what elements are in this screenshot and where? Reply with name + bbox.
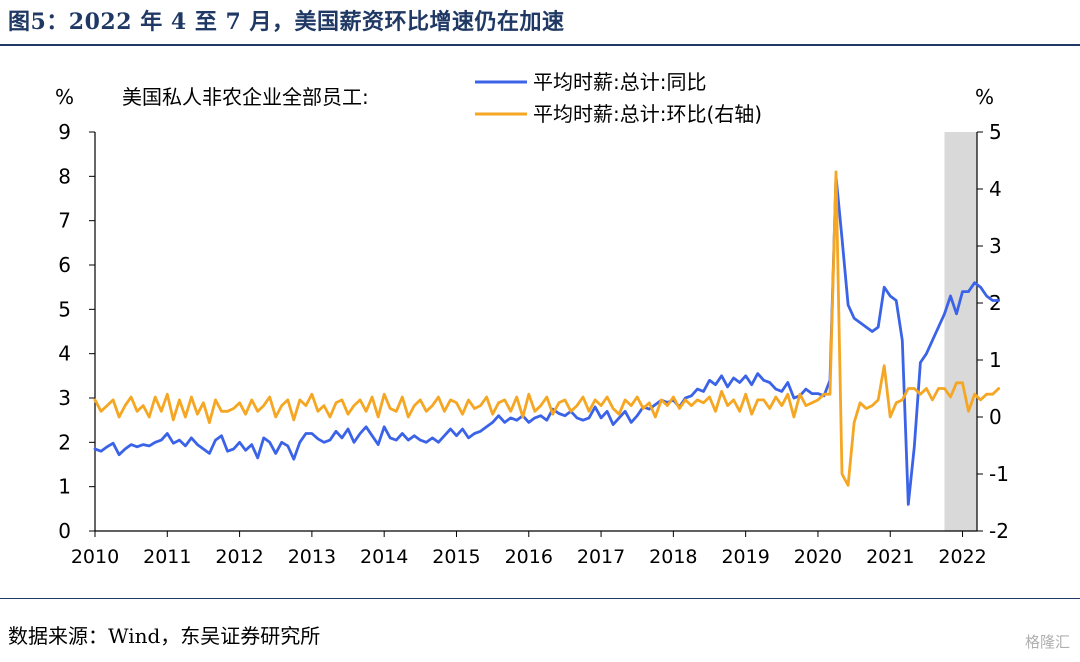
x-tick-label: 2011 [143,546,191,568]
x-tick-label: 2012 [215,546,263,568]
legend-label-2: 平均时薪:总计:环比(右轴) [533,102,762,126]
x-tick-label: 2021 [866,546,914,568]
left-axis-unit: % [55,85,74,109]
line-chart: 0 1 2 3 4 5 6 7 8 9 -2 -1 0 1 2 3 4 5 2010 2011 2012 2013 2014… [55,70,1009,568]
right-tick-label: -1 [989,462,1009,486]
highlight-band [944,132,977,531]
right-tick-label: 3 [989,234,1002,258]
left-tick-label: 9 [58,120,71,144]
figure-title: 图5：2022 年 4 至 7 月，美国薪资环比增速仍在加速 [8,9,565,35]
data-source-note: 数据来源：Wind，东吴证券研究所 [8,624,321,648]
series-line-1 [93,174,1001,506]
left-tick-label: 7 [58,209,71,233]
watermark-logo: 格隆汇 [1024,633,1070,651]
left-tick-label: 5 [58,297,71,321]
right-tick-label: -2 [989,519,1009,543]
right-tick-label: 0 [989,405,1002,429]
x-tick-label: 2020 [794,546,842,568]
right-tick-label: 4 [989,177,1002,201]
left-tick-label: 3 [58,386,71,410]
chart-subtitle: 美国私人非农企业全部员工: [122,85,369,109]
x-tick-label: 2016 [505,546,553,568]
x-tick-label: 2019 [721,546,769,568]
right-axis-unit: % [975,85,994,109]
right-tick-label: 2 [989,291,1002,315]
series-line-2 [93,170,1001,487]
right-tick-label: 5 [989,120,1002,144]
x-tick-label: 2017 [577,546,625,568]
x-tick-label: 2014 [360,546,408,568]
right-tick-label: 1 [989,348,1002,372]
x-tick-label: 2013 [288,546,336,568]
x-tick-label: 2010 [71,546,119,568]
left-tick-label: 6 [58,253,71,277]
legend-label-1: 平均时薪:总计:同比 [533,70,706,94]
left-tick-label: 1 [58,475,71,499]
x-tick-label: 2015 [432,546,480,568]
left-tick-label: 0 [58,519,71,543]
left-tick-label: 2 [58,430,71,454]
left-tick-label: 8 [58,164,71,188]
footer-divider [0,598,1080,599]
left-tick-label: 4 [58,342,71,366]
title-divider [0,44,1080,46]
x-tick-label: 2022 [938,546,986,568]
x-tick-label: 2018 [649,546,697,568]
